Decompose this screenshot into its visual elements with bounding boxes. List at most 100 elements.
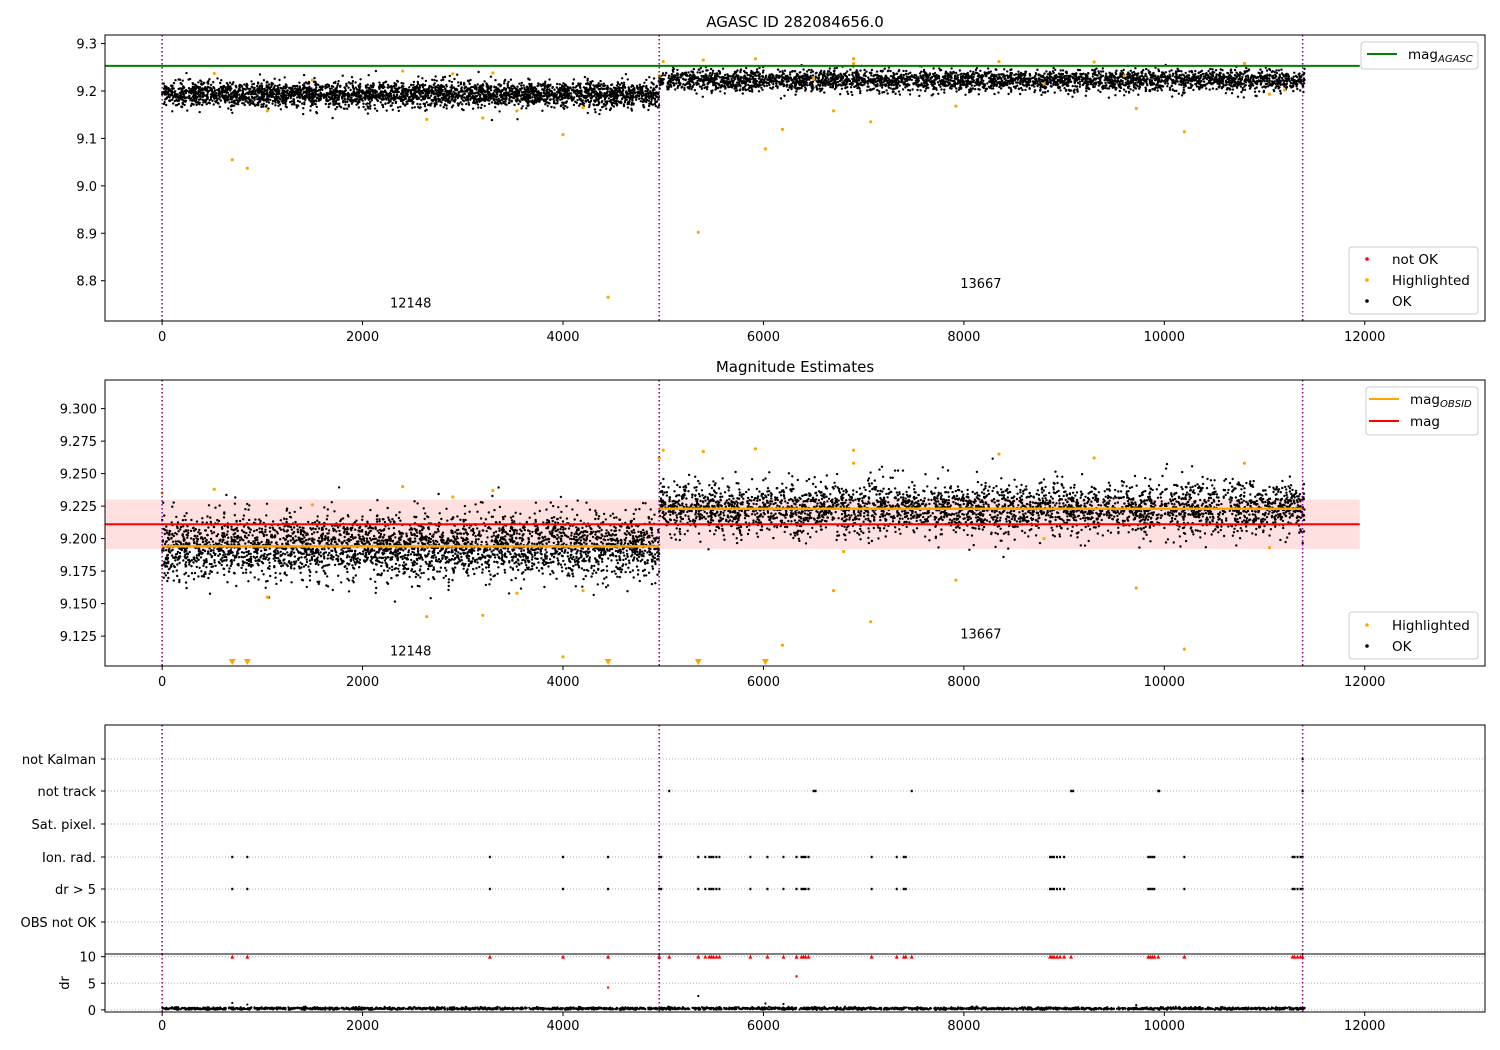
ok-point <box>287 86 291 90</box>
ok-point <box>514 94 517 98</box>
ok-point <box>441 88 444 92</box>
ok-point <box>472 95 475 98</box>
ok-point <box>252 100 255 104</box>
ok-point <box>667 74 671 77</box>
ok-point <box>241 97 244 101</box>
ok-point <box>443 103 447 107</box>
ok-point <box>269 98 272 102</box>
ok-point <box>623 100 627 104</box>
ok-point <box>489 75 493 78</box>
ok-point <box>406 102 409 105</box>
ok-point <box>421 83 425 86</box>
ok-point <box>605 100 609 103</box>
ok-point <box>343 100 347 103</box>
ok-point <box>191 95 195 99</box>
ok-point <box>652 77 656 80</box>
ok-point <box>650 92 653 95</box>
ok-point <box>625 91 629 95</box>
ok-point <box>430 102 433 105</box>
ok-point <box>178 96 181 100</box>
ok-point <box>543 94 546 98</box>
ok-point <box>1288 80 1292 83</box>
ok-point <box>330 87 333 90</box>
ok-point <box>366 102 369 105</box>
ok-point <box>410 83 413 87</box>
ok-point <box>332 97 336 100</box>
ok-point <box>334 108 337 111</box>
ok-point <box>281 87 285 90</box>
ok-point <box>333 81 337 85</box>
ok-point <box>282 96 286 100</box>
ok-point <box>197 81 200 84</box>
ok-point <box>198 88 201 91</box>
ok-point <box>1154 66 1157 69</box>
ok-point <box>710 91 713 95</box>
ok-point <box>644 96 648 100</box>
ok-point <box>391 108 394 112</box>
ok-point <box>1152 71 1155 75</box>
ok-point <box>603 98 607 101</box>
ok-point <box>1104 72 1108 75</box>
ok-point <box>419 95 422 98</box>
ok-points <box>658 63 1306 100</box>
ok-point <box>602 102 606 106</box>
ok-point <box>212 103 215 106</box>
ok-point <box>489 89 493 92</box>
ok-point <box>452 99 455 103</box>
ok-point <box>253 96 256 99</box>
ok-point <box>587 89 591 92</box>
ok-point <box>332 103 335 106</box>
ok-point <box>495 86 498 89</box>
ok-point <box>718 72 721 75</box>
ok-point <box>224 96 227 99</box>
ok-point <box>232 91 236 95</box>
ok-point <box>520 84 523 87</box>
ok-point <box>620 81 623 85</box>
ok-point <box>1187 76 1191 79</box>
ok-point <box>260 103 263 106</box>
ok-point <box>438 85 442 88</box>
chart-title-1: AGASC ID 282084656.0 <box>706 13 884 31</box>
ok-point <box>291 88 294 92</box>
ok-point <box>309 96 313 99</box>
ok-point <box>238 86 241 89</box>
ok-point <box>1124 90 1128 93</box>
ok-point <box>230 92 233 95</box>
ok-point <box>415 84 418 88</box>
ok-point <box>199 91 203 95</box>
ok-point <box>612 97 615 100</box>
ok-point <box>919 89 922 92</box>
ok-point <box>616 81 619 84</box>
ok-point <box>506 82 509 86</box>
ok-point <box>721 67 725 70</box>
ok-point <box>332 85 335 88</box>
ok-point <box>676 68 679 72</box>
ok-point <box>302 87 305 91</box>
ok-point <box>180 105 183 108</box>
ok-point <box>453 92 456 95</box>
ok-point <box>706 85 709 89</box>
ok-point <box>393 91 396 94</box>
ok-point <box>281 89 284 92</box>
ok-point <box>647 95 650 98</box>
ok-point <box>314 88 317 91</box>
ok-point <box>566 106 569 109</box>
ok-point <box>647 108 650 112</box>
ok-point <box>783 94 786 98</box>
ok-point <box>294 91 297 95</box>
ok-point <box>244 88 247 91</box>
ok-point <box>392 85 396 88</box>
ok-point <box>638 90 641 93</box>
ok-point <box>260 82 263 85</box>
ok-point <box>570 92 573 95</box>
ok-point <box>586 95 589 98</box>
ok-point <box>480 103 483 107</box>
ok-point <box>303 97 306 101</box>
ok-point <box>606 94 609 97</box>
ok-point <box>1166 82 1170 85</box>
ok-point <box>532 91 535 94</box>
ok-point <box>615 100 618 103</box>
ok-point <box>431 98 435 102</box>
ok-point <box>337 96 340 99</box>
